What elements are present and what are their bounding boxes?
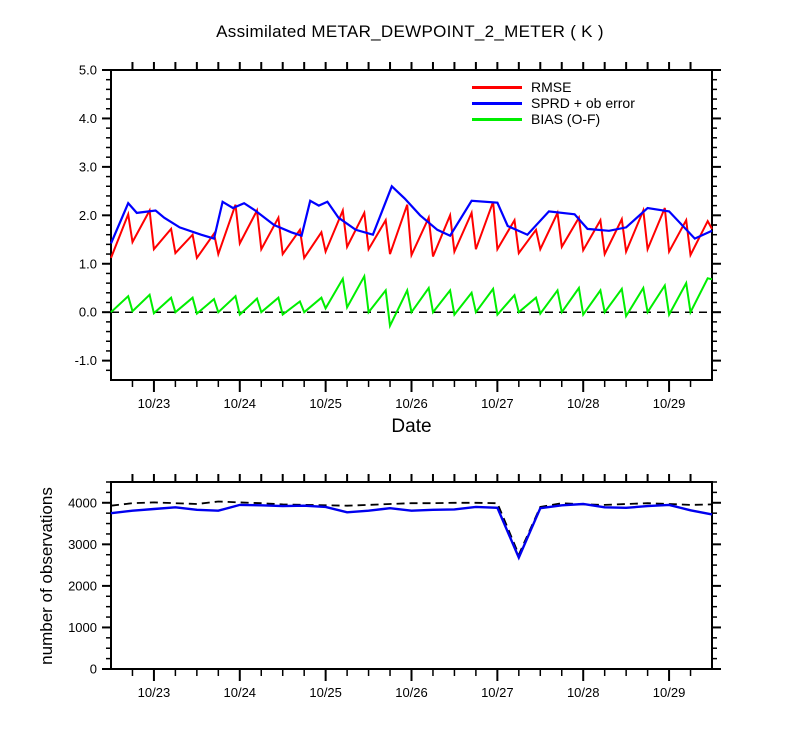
errors-x-tick-label: 10/29 bbox=[653, 396, 686, 411]
obs-x-tick-label: 10/29 bbox=[653, 685, 686, 700]
obs-y-tick-label: 1000 bbox=[68, 620, 97, 635]
errors-x-tick-label: 10/23 bbox=[138, 396, 171, 411]
obs-y-tick-label: 4000 bbox=[68, 495, 97, 510]
obs-x-tick-labels: 10/23 10/24 10/25 10/26 10/27 10/28 10/29 bbox=[138, 685, 686, 700]
errors-y-tick-label: 1.0 bbox=[79, 256, 97, 271]
obs-x-tick-label: 10/26 bbox=[395, 685, 428, 700]
obs-ticks bbox=[102, 474, 721, 681]
legend-line-bias bbox=[472, 117, 522, 121]
errors-y-tick-label: 3.0 bbox=[79, 159, 97, 174]
errors-x-tick-labels: 10/23 10/24 10/25 10/26 10/27 10/28 10/29 bbox=[138, 396, 686, 411]
rmse-line bbox=[110, 201, 713, 261]
x-axis-title: Date bbox=[391, 416, 432, 437]
obs-x-tick-label: 10/28 bbox=[567, 685, 600, 700]
y-axis-title-observations: number of observations bbox=[37, 487, 56, 665]
errors-x-tick-label: 10/25 bbox=[309, 396, 342, 411]
obs-y-tick-labels: 0 1000 2000 3000 4000 bbox=[68, 495, 97, 676]
obs-x-tick-label: 10/27 bbox=[481, 685, 514, 700]
legend-entry-bias: BIAS (O-F) bbox=[472, 111, 635, 127]
legend-entry-rmse: RMSE bbox=[472, 79, 635, 95]
sprd-line bbox=[109, 184, 713, 244]
obs-x-tick-label: 10/25 bbox=[309, 685, 342, 700]
errors-x-tick-label: 10/26 bbox=[395, 396, 428, 411]
obs-x-tick-label: 10/23 bbox=[138, 685, 171, 700]
legend-entry-sprd: SPRD + ob error bbox=[472, 95, 635, 111]
obs-y-tick-label: 3000 bbox=[68, 537, 97, 552]
errors-ticks bbox=[102, 62, 721, 392]
obs-y-tick-label: 0 bbox=[90, 662, 97, 677]
errors-panel: -1.00.01.02.03.04.05.010/23 10/24 10/25 10/… bbox=[75, 62, 721, 411]
legend-line-rmse bbox=[472, 85, 522, 89]
errors-x-tick-label: 10/28 bbox=[567, 396, 600, 411]
errors-y-tick-label: -1.0 bbox=[75, 353, 97, 368]
obs-y-tick-label: 2000 bbox=[68, 578, 97, 593]
obs-assimilated-line bbox=[110, 502, 713, 561]
errors-x-tick-label: 10/27 bbox=[481, 396, 514, 411]
errors-y-tick-label: 2.0 bbox=[79, 208, 97, 223]
obs-x-tick-label: 10/24 bbox=[224, 685, 257, 700]
chart-title: Assimilated METAR_DEWPOINT_2_METER ( K ) bbox=[216, 22, 604, 41]
errors-x-tick-label: 10/24 bbox=[224, 396, 257, 411]
legend-line-sprd bbox=[472, 101, 522, 105]
legend-label-sprd: SPRD + ob error bbox=[531, 95, 635, 111]
legend: RMSE SPRD + ob error BIAS (O-F) bbox=[472, 79, 635, 127]
legend-label-bias: BIAS (O-F) bbox=[531, 111, 601, 127]
bias-line bbox=[110, 273, 713, 330]
errors-y-tick-label: 4.0 bbox=[79, 111, 97, 126]
errors-y-tick-labels: -1.0 0.0 1.0 2.0 3.0 4.0 5.0 bbox=[75, 63, 97, 369]
errors-y-tick-label: 0.0 bbox=[79, 305, 97, 320]
errors-y-tick-label: 5.0 bbox=[79, 63, 97, 78]
legend-label-rmse: RMSE bbox=[531, 79, 572, 95]
obs-available-line bbox=[110, 500, 713, 557]
